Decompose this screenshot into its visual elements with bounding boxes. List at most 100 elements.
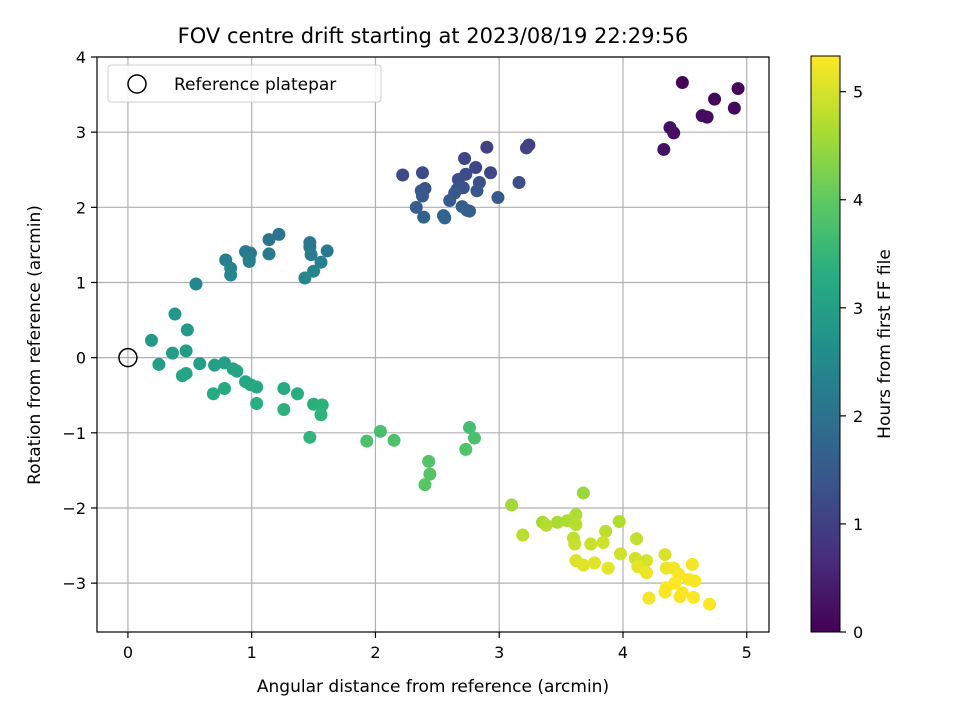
- chart-title: FOV centre drift starting at 2023/08/19 …: [178, 24, 689, 48]
- scatter-point: [409, 200, 423, 214]
- scatter-point: [685, 557, 699, 571]
- scatter-point: [230, 364, 244, 378]
- scatter-point: [250, 397, 264, 411]
- grid-lines: [97, 56, 769, 632]
- x-axis-label: Angular distance from reference (arcmin): [257, 677, 609, 697]
- scatter-point: [165, 346, 179, 360]
- scatter-point: [303, 430, 317, 444]
- scatter-point: [208, 358, 222, 372]
- scatter-point: [667, 126, 681, 140]
- scatter-point: [459, 442, 473, 456]
- scatter-point: [262, 233, 276, 247]
- scatter-point: [250, 380, 264, 394]
- y-tick-label: −2: [62, 499, 86, 518]
- scatter-point: [512, 176, 526, 190]
- colorbar-gradient: [810, 55, 841, 633]
- scatter-point: [519, 141, 533, 155]
- scatter-point: [463, 421, 477, 435]
- scatter-point: [601, 561, 615, 575]
- scatter-point: [314, 255, 328, 269]
- scatter-point: [277, 403, 291, 417]
- scatter-point: [417, 210, 431, 224]
- colorbar-tick-label: 4: [853, 191, 863, 210]
- x-tick-label: 0: [123, 643, 133, 662]
- scatter-point: [304, 248, 318, 262]
- colorbar-tick-label: 5: [853, 83, 863, 102]
- scatter-point: [708, 92, 722, 106]
- y-tick-label: −3: [62, 574, 86, 593]
- scatter-point: [731, 82, 745, 96]
- scatter-point: [569, 518, 583, 532]
- scatter-point: [458, 151, 472, 165]
- data-points: [144, 76, 745, 611]
- legend: Reference platepar: [107, 64, 382, 103]
- scatter-point: [373, 424, 387, 438]
- y-tick-label: −1: [62, 424, 86, 443]
- scatter-point: [630, 532, 644, 546]
- scatter-point: [206, 387, 220, 401]
- scatter-point: [463, 204, 477, 218]
- scatter-point: [569, 508, 583, 522]
- scatter-point: [180, 323, 194, 337]
- scatter-point: [576, 558, 590, 572]
- scatter-point: [613, 547, 627, 561]
- scatter-point: [298, 271, 312, 285]
- scatter-point: [277, 381, 291, 395]
- scatter-point: [576, 486, 590, 500]
- scatter-point: [727, 101, 741, 115]
- scatter-point: [144, 333, 158, 347]
- colorbar-tick-label: 1: [853, 515, 863, 534]
- y-tick-label: 3: [76, 123, 86, 142]
- colorbar-ticks: 0 1 2 3 4 5: [840, 83, 863, 642]
- legend-entry-label: Reference platepar: [174, 75, 336, 95]
- scatter-point: [673, 590, 687, 604]
- scatter-point: [262, 247, 276, 261]
- scatter-point: [314, 408, 328, 422]
- scatter-point: [596, 536, 610, 550]
- scatter-point: [272, 227, 286, 241]
- scatter-point: [175, 369, 189, 383]
- scatter-point: [422, 454, 436, 468]
- axis-ticks: 0 1 2 3 4 5 −3 −2 −1 0 1 2 3 4: [62, 48, 751, 662]
- scatter-point: [315, 398, 329, 412]
- scatter-point: [415, 189, 429, 203]
- x-tick-label: 4: [618, 643, 628, 662]
- scatter-point: [568, 537, 582, 551]
- scatter-point: [516, 528, 530, 542]
- x-tick-label: 2: [370, 643, 380, 662]
- scatter-point: [642, 591, 656, 605]
- scatter-point: [469, 160, 483, 174]
- scatter-point: [539, 518, 553, 532]
- scatter-point: [658, 585, 672, 599]
- legend-box: [107, 64, 382, 103]
- scatter-point: [480, 140, 494, 154]
- scatter-point: [658, 548, 672, 562]
- y-tick-label: 0: [76, 349, 86, 368]
- scatter-point: [189, 277, 203, 291]
- y-axis-label: Rotation from reference (arcmin): [25, 205, 45, 485]
- scatter-point: [224, 268, 238, 282]
- scatter-point: [193, 357, 207, 371]
- scatter-point: [438, 211, 452, 225]
- scatter-point: [491, 191, 505, 205]
- y-tick-label: 2: [76, 198, 86, 217]
- legend-marker-icon: [127, 74, 147, 94]
- scatter-point: [415, 166, 429, 180]
- colorbar-label: Hours from first FF file: [875, 249, 895, 439]
- scatter-point: [700, 110, 714, 124]
- scatter-point: [242, 254, 256, 268]
- plot-frame: [96, 56, 770, 633]
- scatter-point: [152, 357, 166, 371]
- scatter-point: [360, 434, 374, 448]
- scatter-point: [584, 537, 598, 551]
- scatter-point: [443, 194, 457, 208]
- x-tick-label: 1: [247, 643, 257, 662]
- y-tick-label: 4: [76, 48, 86, 67]
- scatter-point: [470, 184, 484, 198]
- scatter-point: [387, 433, 401, 447]
- scatter-point: [675, 76, 689, 90]
- scatter-point: [179, 344, 193, 358]
- scatter-point: [484, 166, 498, 180]
